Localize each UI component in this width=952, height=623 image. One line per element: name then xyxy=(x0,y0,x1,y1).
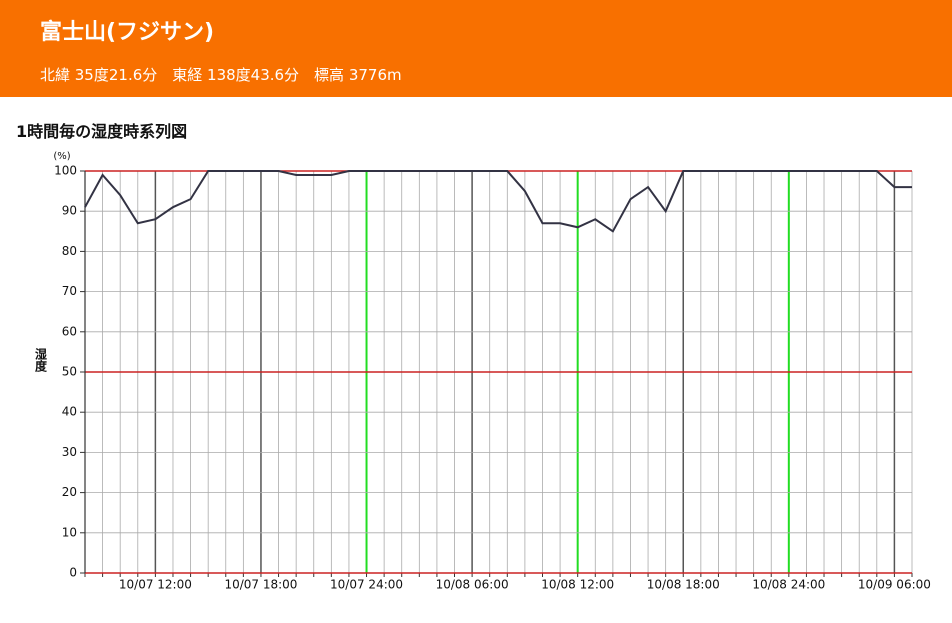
y-tick-label: 40 xyxy=(62,405,77,419)
y-tick-label: 100 xyxy=(54,164,77,178)
chart: (%) 湿度 10/07 12:00 10/07 18:00 10/07 24:00… xyxy=(34,151,931,592)
x-tick-label: 10/08 06:00 xyxy=(436,578,509,592)
x-tick-label: 10/07 24:00 xyxy=(330,578,403,592)
x-tick-label: 10/08 24:00 xyxy=(752,578,825,592)
y-unit: (%) xyxy=(53,151,70,162)
y-tick-label: 20 xyxy=(62,485,77,499)
header: 富士山(フジサン) 北緯 35度21.6分 東経 138度43.6分 標高 37… xyxy=(0,0,952,97)
humidity-line xyxy=(84,170,912,233)
y-tick-label: 80 xyxy=(62,244,77,258)
y-tick-label: 60 xyxy=(62,324,77,338)
section-title: 1時間毎の湿度時系列図 xyxy=(16,122,188,141)
y-tick-label: 90 xyxy=(62,204,77,218)
y-tick-label: 30 xyxy=(62,445,77,459)
y-axis-label: 湿度 xyxy=(34,347,48,373)
x-tick-label: 10/07 18:00 xyxy=(224,578,297,592)
x-tick-label: 10/08 12:00 xyxy=(541,578,614,592)
station-location: 北緯 35度21.6分 東経 138度43.6分 標高 3776m xyxy=(40,66,402,84)
station-title: 富士山(フジサン) xyxy=(40,20,215,45)
y-tick-label: 10 xyxy=(62,525,77,539)
x-tick-label: 10/07 12:00 xyxy=(119,578,192,592)
x-tick-label: 10/09 06:00 xyxy=(858,578,931,592)
y-tick-label: 70 xyxy=(62,284,77,298)
x-tick-label: 10/08 18:00 xyxy=(647,578,720,592)
y-tick-label: 0 xyxy=(69,566,77,580)
y-tick-label: 50 xyxy=(62,365,77,379)
